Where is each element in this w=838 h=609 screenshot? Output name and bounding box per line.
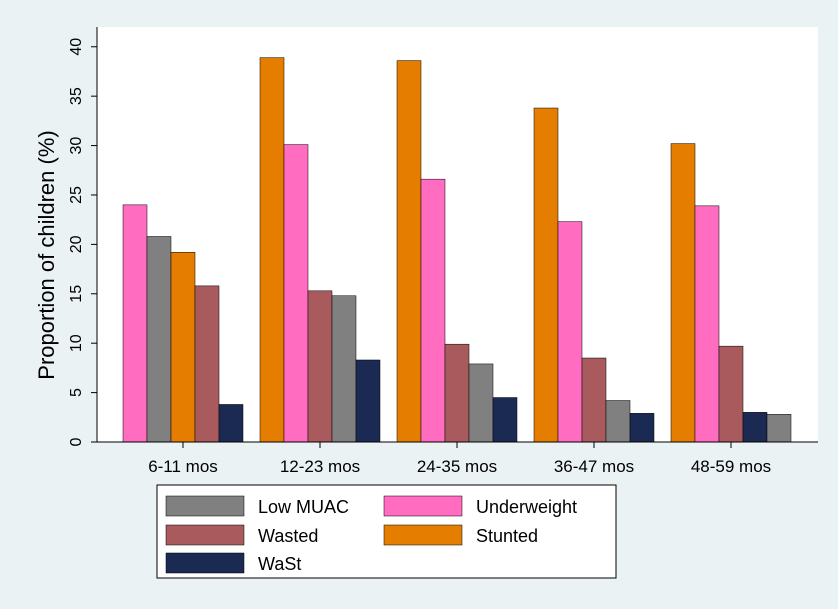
bar-group-48-59-mos	[670, 143, 792, 443]
y-tick-label: 5	[68, 388, 85, 397]
legend-item-underweight: Underweight	[383, 495, 577, 517]
bar-wasted-6-11-mos	[194, 285, 220, 443]
bar-underweight-24-35-mos	[420, 178, 446, 443]
bar-stunted-24-35-mos	[396, 60, 422, 443]
legend-label: Wasted	[258, 526, 318, 546]
bar-wast-36-47-mos	[629, 413, 655, 443]
legend-item-stunted: Stunted	[383, 524, 538, 546]
axis-layer: 0 5 10 15 20 25 30 35 40 6-11 mos 12-23 mos 24-35 m…	[68, 27, 818, 476]
x-tick-label-36-47-mos: 36-47 mos	[554, 457, 634, 476]
bar-underweight-6-11-mos	[122, 204, 148, 443]
y-axis-label: Proportion of children (%)	[34, 130, 59, 379]
bar-wast-24-35-mos	[492, 397, 518, 443]
y-tick-label: 25	[68, 186, 85, 204]
bar-stunted-12-23-mos	[259, 57, 285, 443]
y-tick-label: 10	[68, 334, 85, 352]
bar-stunted-6-11-mos	[170, 252, 196, 443]
bar-wasted-24-35-mos	[444, 343, 470, 443]
x-tick-label-48-59-mos: 48-59 mos	[691, 457, 771, 476]
bar-wast-12-23-mos	[355, 359, 381, 443]
legend-swatch	[165, 524, 245, 546]
bar-group-36-47-mos	[533, 107, 655, 443]
legend-item-wast: WaSt	[165, 552, 301, 574]
legend-label: Low MUAC	[258, 497, 349, 517]
bar-wast-6-11-mos	[218, 404, 244, 443]
bar-low-muac-48-59-mos	[766, 414, 792, 443]
bar-underweight-36-47-mos	[557, 221, 583, 443]
bar-stunted-36-47-mos	[533, 107, 559, 443]
bar-low-muac-6-11-mos	[146, 236, 172, 443]
bar-wast-48-59-mos	[742, 412, 768, 443]
bar-wasted-12-23-mos	[307, 290, 333, 443]
bar-underweight-48-59-mos	[694, 205, 720, 443]
y-tick-label: 40	[68, 38, 85, 56]
legend-item-low-muac: Low MUAC	[165, 495, 349, 517]
bar-low-muac-24-35-mos	[468, 363, 494, 443]
y-tick-label: 15	[68, 285, 85, 303]
bar-group-12-23-mos	[259, 57, 381, 443]
x-tick-label-12-23-mos: 12-23 mos	[280, 457, 360, 476]
legend-swatch	[383, 495, 463, 517]
y-tick-label: 35	[68, 87, 85, 105]
y-tick-label: 0	[68, 437, 85, 446]
x-tick-label-6-11-mos: 6-11 mos	[148, 457, 218, 476]
bars-layer	[122, 57, 792, 443]
legend-label: WaSt	[258, 554, 301, 574]
legend: Low MUAC Underweight Wasted Stunted WaSt	[156, 484, 617, 579]
legend-swatch	[165, 552, 245, 574]
legend-swatch	[165, 495, 245, 517]
legend-item-wasted: Wasted	[165, 524, 318, 546]
y-tick-label: 20	[68, 235, 85, 253]
x-tick-label-24-35-mos: 24-35 mos	[417, 457, 497, 476]
y-tick-label: 30	[68, 137, 85, 155]
bar-low-muac-12-23-mos	[331, 295, 357, 443]
bar-stunted-48-59-mos	[670, 143, 696, 443]
legend-swatch	[383, 524, 463, 546]
legend-label: Underweight	[476, 497, 577, 517]
bar-wasted-36-47-mos	[581, 357, 607, 443]
bar-wasted-48-59-mos	[718, 345, 744, 443]
bar-group-6-11-mos	[122, 204, 244, 443]
bar-underweight-12-23-mos	[283, 144, 309, 443]
bar-group-24-35-mos	[396, 60, 518, 443]
bar-low-muac-36-47-mos	[605, 400, 631, 443]
legend-label: Stunted	[476, 526, 538, 546]
